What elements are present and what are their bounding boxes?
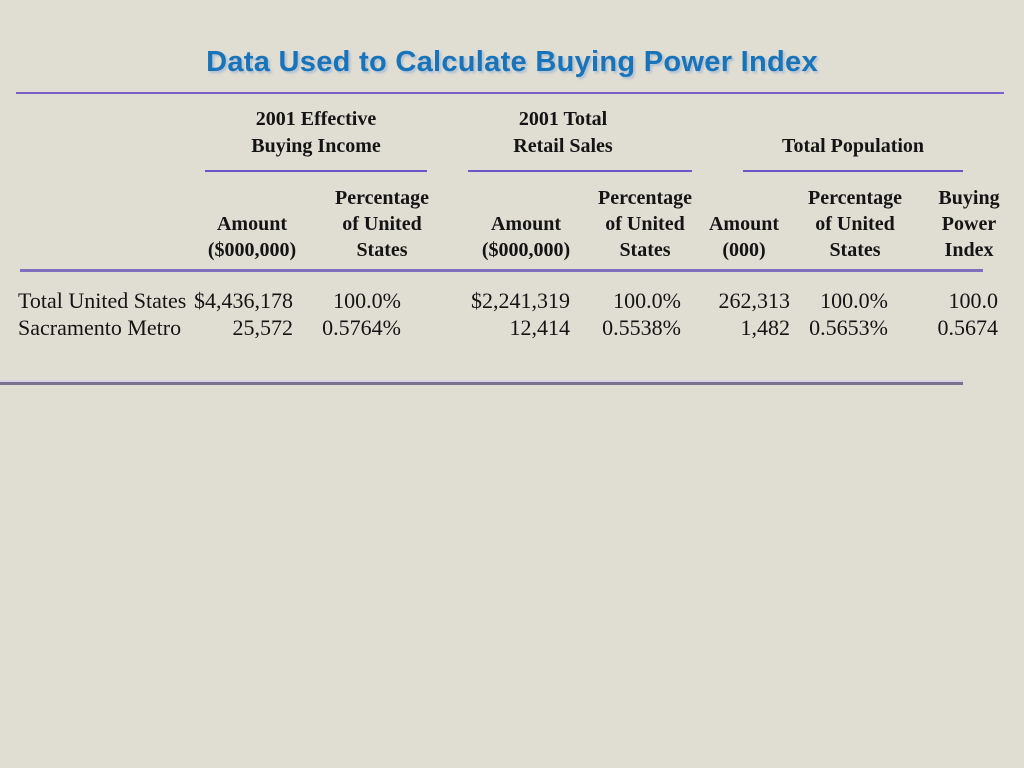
cell-retail-amount: $2,241,319: [471, 288, 570, 313]
group-header-line: Retail Sales: [513, 135, 613, 157]
column-header-line: Percentage: [807, 187, 903, 209]
column-header-line: States: [829, 239, 881, 261]
cell-population-percentage: 100.0%: [820, 288, 888, 313]
table-row-total-united-states: Total United States $4,436,178 100.0% $2…: [0, 287, 1024, 314]
column-header-line: of United: [342, 213, 422, 235]
column-header-line: States: [619, 239, 671, 261]
group-header-total-population: Total Population: [743, 106, 963, 160]
group-underline-effective-buying-income: [205, 170, 427, 172]
cell-ebi-amount: 25,572: [232, 315, 294, 340]
group-header-line: Total Population: [781, 135, 925, 157]
column-header-line: Power: [941, 213, 997, 235]
column-header-line: ($000,000): [207, 239, 297, 261]
column-header-retail-amount: Amount ($000,000): [461, 185, 591, 263]
column-header-buying-power-index: Buying Power Index: [904, 185, 1024, 263]
row-label: Total United States: [18, 288, 187, 313]
cell-ebi-percentage: 100.0%: [333, 288, 401, 313]
group-header-line: 2001 Effective: [255, 108, 377, 130]
column-header-line: Index: [944, 239, 994, 261]
cell-retail-percentage: 100.0%: [613, 288, 681, 313]
cell-buying-power-index: 0.5674: [937, 315, 999, 340]
group-header-total-retail-sales: 2001 Total Retail Sales: [452, 106, 674, 160]
group-header-line: Buying Income: [251, 135, 381, 157]
table-row-sacramento-metro: Sacramento Metro 25,572 0.5764% 12,414 0…: [0, 314, 1024, 341]
group-underline-total-population: [743, 170, 963, 172]
cell-ebi-percentage: 0.5764%: [322, 315, 401, 340]
title-underline: [16, 92, 1004, 94]
cell-ebi-amount: $4,436,178: [194, 288, 293, 313]
column-header-line: Amount: [216, 213, 287, 235]
column-header-ebi-percentage: Percentage of United States: [317, 185, 447, 263]
bottom-line-shadow: [0, 382, 963, 385]
cell-buying-power-index: 100.0: [948, 288, 999, 313]
cell-population-percentage: 0.5653%: [809, 315, 888, 340]
column-header-population-amount: Amount (000): [679, 185, 809, 263]
column-header-line: of United: [605, 213, 685, 235]
column-header-line: Percentage: [334, 187, 430, 209]
page-title: Data Used to Calculate Buying Power Inde…: [206, 46, 818, 78]
column-header-line: (000): [722, 239, 766, 261]
group-header-line: 2001 Total: [518, 108, 608, 130]
cell-population-amount: 1,482: [740, 315, 791, 340]
group-underline-total-retail-sales: [468, 170, 692, 172]
row-label: Sacramento Metro: [18, 315, 182, 340]
column-header-line: States: [356, 239, 408, 261]
column-header-line: Buying: [938, 187, 1000, 209]
header-separator-line: [20, 269, 983, 272]
cell-retail-percentage: 0.5538%: [602, 315, 681, 340]
column-header-line: ($000,000): [481, 239, 571, 261]
column-header-line: Amount: [708, 213, 779, 235]
group-header-effective-buying-income: 2001 Effective Buying Income: [205, 106, 427, 160]
column-header-line: Amount: [490, 213, 561, 235]
bottom-line-highlight: [0, 380, 963, 382]
bottom-line: [0, 380, 963, 385]
column-header-line: Percentage: [597, 187, 693, 209]
column-header-population-percentage: Percentage of United States: [790, 185, 920, 263]
column-header-ebi-amount: Amount ($000,000): [187, 185, 317, 263]
column-header-retail-percentage: Percentage of United States: [580, 185, 710, 263]
cell-retail-amount: 12,414: [509, 315, 571, 340]
column-header-line: of United: [815, 213, 895, 235]
cell-population-amount: 262,313: [718, 288, 791, 313]
